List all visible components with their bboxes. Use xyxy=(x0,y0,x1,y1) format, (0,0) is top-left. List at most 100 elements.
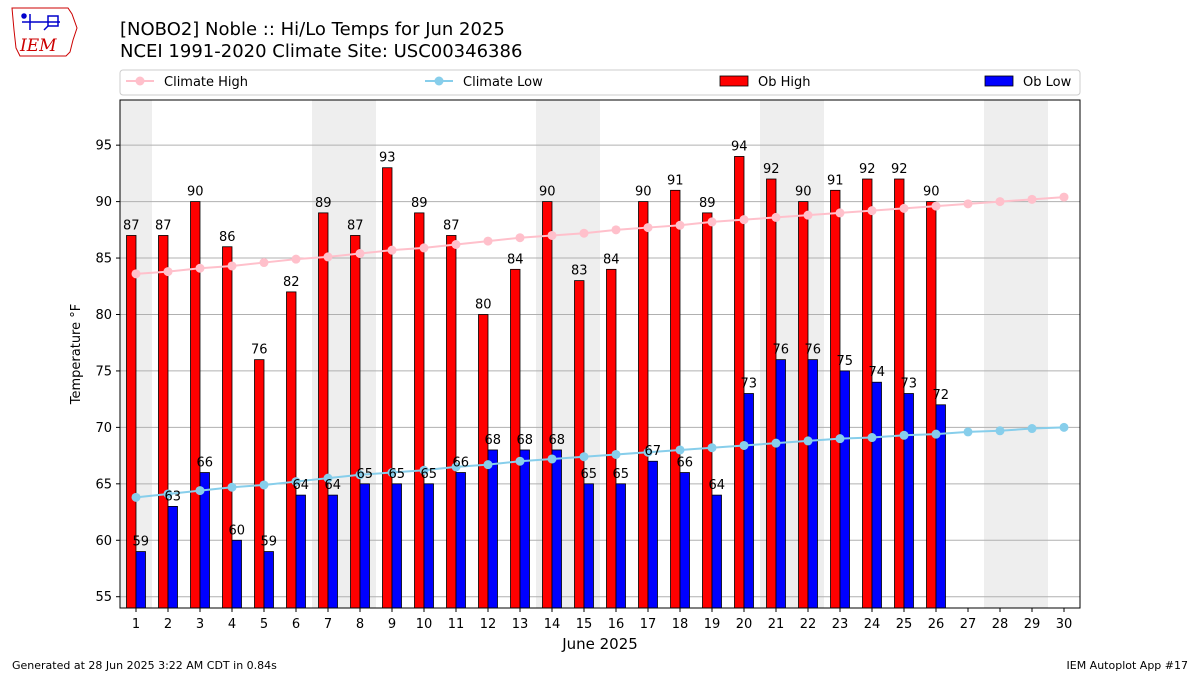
y-axis-label: Temperature °F xyxy=(69,304,84,405)
iowa-map-outline xyxy=(11,7,78,57)
bar-ob-low xyxy=(839,370,850,609)
x-tick-label: 19 xyxy=(704,617,721,632)
point-climate-low xyxy=(483,460,493,470)
footer-generated: Generated at 28 Jun 2025 3:22 AM CDT in … xyxy=(12,659,277,672)
x-tick-label: 28 xyxy=(992,617,1009,632)
weather-station-icon xyxy=(21,13,60,31)
point-climate-low xyxy=(323,473,333,483)
bar-ob-high xyxy=(638,201,649,609)
bar-ob-low xyxy=(743,393,754,609)
label-ob-high: 84 xyxy=(507,252,524,267)
y-tick-label: 80 xyxy=(95,308,112,323)
legend-item-ob-low: Ob Low xyxy=(984,75,1072,90)
bar-ob-high xyxy=(702,212,713,609)
point-climate-low xyxy=(867,433,877,443)
point-climate-high xyxy=(291,254,301,264)
bar-ob-high xyxy=(350,235,361,609)
bar-ob-high xyxy=(862,178,873,609)
point-climate-high xyxy=(675,220,685,230)
point-climate-high xyxy=(387,245,397,255)
bar-ob-high xyxy=(606,268,617,609)
y-tick-label: 90 xyxy=(95,195,112,210)
x-tick-label: 22 xyxy=(800,617,817,632)
point-climate-high xyxy=(1027,194,1037,204)
legend-item-ob-high: Ob High xyxy=(719,75,811,90)
label-ob-low: 65 xyxy=(580,467,597,482)
label-ob-low: 73 xyxy=(900,377,917,392)
bar-ob-low xyxy=(903,393,914,609)
gridlines xyxy=(120,144,1080,598)
bar-ob-high xyxy=(126,235,137,609)
point-climate-low xyxy=(355,470,365,480)
label-ob-high: 89 xyxy=(699,196,716,211)
bar-ob-high xyxy=(894,178,905,609)
label-ob-low: 73 xyxy=(740,377,757,392)
x-tick-label: 24 xyxy=(864,617,881,632)
x-tick-label: 20 xyxy=(736,617,753,632)
point-climate-low xyxy=(195,486,205,496)
bar-ob-low xyxy=(647,460,658,609)
label-ob-high: 80 xyxy=(475,297,492,312)
label-ob-low: 66 xyxy=(196,456,213,471)
label-ob-high: 94 xyxy=(731,139,748,154)
legend-label-climate-low: Climate Low xyxy=(463,75,543,90)
label-ob-low: 68 xyxy=(516,433,533,448)
label-ob-high: 82 xyxy=(283,275,300,290)
chart-title-line2: NCEI 1991-2020 Climate Site: USC00346386 xyxy=(120,41,522,62)
point-climate-high xyxy=(643,223,653,233)
label-ob-low: 74 xyxy=(868,365,885,380)
bars xyxy=(126,156,946,609)
point-climate-high xyxy=(867,206,877,216)
point-climate-low xyxy=(419,465,429,475)
x-tick-label: 17 xyxy=(640,617,657,632)
label-ob-low: 63 xyxy=(164,489,181,504)
logo-text: IEM xyxy=(19,36,57,56)
legend-label-ob-high: Ob High xyxy=(758,75,811,90)
point-climate-high xyxy=(131,269,141,279)
bar-ob-low xyxy=(519,449,530,609)
bar-ob-high xyxy=(190,201,201,609)
point-climate-low xyxy=(1059,422,1069,432)
label-ob-high: 84 xyxy=(603,252,620,267)
x-tick-label: 4 xyxy=(228,617,236,632)
point-climate-low xyxy=(675,445,685,455)
chart-title-line1: [NOBO2] Noble :: Hi/Lo Temps for Jun 202… xyxy=(120,19,505,40)
point-climate-low xyxy=(707,443,717,453)
point-climate-low xyxy=(643,447,653,457)
line-climate-low xyxy=(135,426,1065,499)
point-climate-high xyxy=(1059,192,1069,202)
label-ob-low: 72 xyxy=(932,388,949,403)
footer-app: IEM Autoplot App #17 xyxy=(1067,659,1189,672)
point-climate-high xyxy=(611,225,621,235)
label-ob-high: 92 xyxy=(859,162,876,177)
x-tick-label: 16 xyxy=(608,617,625,632)
label-ob-high: 93 xyxy=(379,151,396,166)
label-ob-low: 64 xyxy=(324,478,341,493)
bar-ob-low xyxy=(487,449,498,609)
bar-ob-low xyxy=(711,494,722,609)
climate-lines xyxy=(131,192,1069,502)
label-ob-low: 68 xyxy=(484,433,501,448)
label-ob-high: 89 xyxy=(411,196,428,211)
bar-ob-low xyxy=(263,551,274,609)
point-climate-high xyxy=(771,212,781,222)
bar-ob-high xyxy=(382,167,393,609)
bar-ob-low xyxy=(807,359,818,609)
bar-ob-low xyxy=(551,449,562,609)
x-tick-label: 1 xyxy=(132,617,140,632)
label-ob-high: 90 xyxy=(795,185,812,200)
x-tick-label: 21 xyxy=(768,617,785,632)
point-climate-high xyxy=(899,203,909,213)
point-climate-low xyxy=(611,449,621,459)
point-climate-high xyxy=(355,249,365,259)
bar-ob-low xyxy=(775,359,786,609)
legend-item-climate-low: Climate Low xyxy=(425,75,543,90)
label-ob-low: 67 xyxy=(644,444,661,459)
x-tick-label: 15 xyxy=(576,617,593,632)
point-climate-low xyxy=(739,440,749,450)
point-climate-high xyxy=(547,230,557,240)
label-ob-low: 76 xyxy=(772,343,789,358)
bar-ob-low xyxy=(167,505,178,609)
label-ob-low: 64 xyxy=(292,478,309,493)
